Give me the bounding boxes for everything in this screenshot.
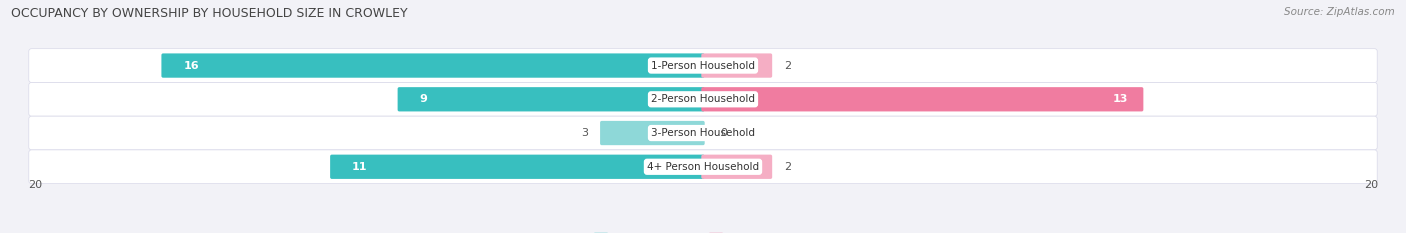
Text: 2-Person Household: 2-Person Household — [651, 94, 755, 104]
FancyBboxPatch shape — [702, 155, 772, 179]
Text: 3-Person Household: 3-Person Household — [651, 128, 755, 138]
Text: Source: ZipAtlas.com: Source: ZipAtlas.com — [1284, 7, 1395, 17]
Text: 3: 3 — [581, 128, 588, 138]
Text: 0: 0 — [720, 128, 727, 138]
Text: 16: 16 — [183, 61, 200, 71]
Text: 9: 9 — [419, 94, 427, 104]
Text: 11: 11 — [352, 162, 367, 172]
FancyBboxPatch shape — [702, 87, 1143, 111]
FancyBboxPatch shape — [28, 82, 1378, 116]
FancyBboxPatch shape — [28, 150, 1378, 184]
Text: 2: 2 — [785, 61, 792, 71]
Text: OCCUPANCY BY OWNERSHIP BY HOUSEHOLD SIZE IN CROWLEY: OCCUPANCY BY OWNERSHIP BY HOUSEHOLD SIZE… — [11, 7, 408, 20]
Text: 20: 20 — [1364, 180, 1378, 190]
Text: 13: 13 — [1112, 94, 1128, 104]
FancyBboxPatch shape — [28, 49, 1378, 82]
FancyBboxPatch shape — [702, 53, 772, 78]
FancyBboxPatch shape — [398, 87, 704, 111]
FancyBboxPatch shape — [330, 155, 704, 179]
Text: 1-Person Household: 1-Person Household — [651, 61, 755, 71]
Text: 4+ Person Household: 4+ Person Household — [647, 162, 759, 172]
FancyBboxPatch shape — [28, 116, 1378, 150]
FancyBboxPatch shape — [162, 53, 704, 78]
FancyBboxPatch shape — [600, 121, 704, 145]
Text: 20: 20 — [28, 180, 42, 190]
Text: 2: 2 — [785, 162, 792, 172]
